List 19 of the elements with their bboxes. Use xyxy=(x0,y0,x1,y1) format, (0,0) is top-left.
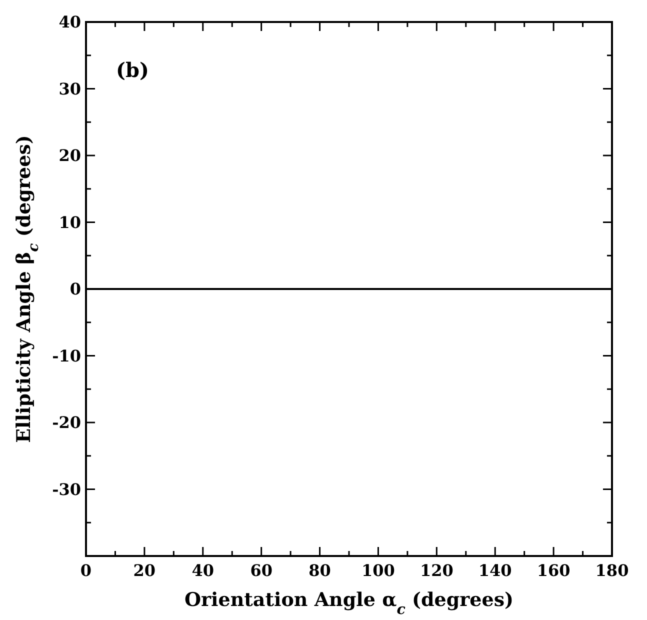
y-tick-label: 10 xyxy=(58,212,81,232)
x-tick-label: 140 xyxy=(478,561,512,580)
y-tick-label: 40 xyxy=(58,12,81,32)
y-tick-label: -30 xyxy=(52,480,81,499)
x-tick-label: 160 xyxy=(536,561,570,580)
y-tick-label: 0 xyxy=(70,280,81,299)
x-tick-label: 40 xyxy=(192,561,214,580)
x-tick-label: 60 xyxy=(250,561,272,580)
x-tick-label: 80 xyxy=(308,561,331,580)
x-tick-label: 20 xyxy=(133,561,156,580)
y-tick-label: -10 xyxy=(52,346,81,366)
y-tick-label: 30 xyxy=(58,79,81,98)
y-tick-label: 20 xyxy=(58,146,81,166)
y-tick-label: -20 xyxy=(52,413,81,432)
x-tick-label: 120 xyxy=(420,561,454,580)
x-tick-label: 180 xyxy=(595,561,629,580)
x-axis-title: Orientation Angle α$_{c}$ (degrees) xyxy=(184,589,514,618)
annotation: (b) xyxy=(116,58,149,82)
x-tick-label: 100 xyxy=(362,561,395,580)
